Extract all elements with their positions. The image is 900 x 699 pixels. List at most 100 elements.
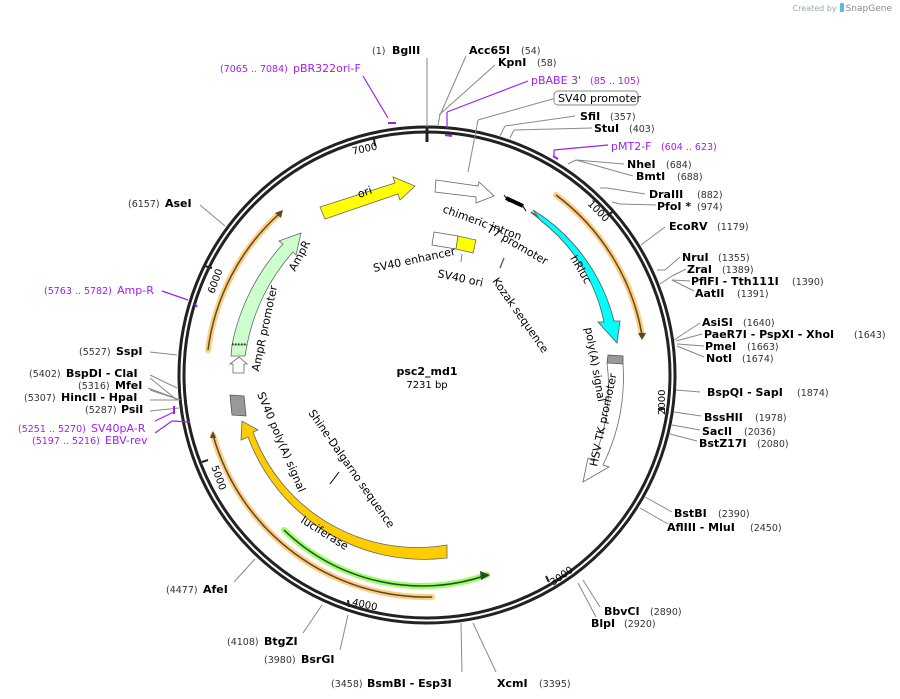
enzyme-nhei[interactable]: NheI (684) [627,158,692,171]
enzyme-bbvci[interactable]: BbvCI (2890) [604,605,682,618]
svg-text:(2390): (2390) [718,509,750,520]
enzyme-bspdi-clai[interactable]: (5402) BspDI - ClaI [29,367,138,380]
svg-text:AsiSI: AsiSI [702,316,733,329]
svg-text:(1179): (1179) [717,222,749,233]
enzyme-sspi[interactable]: (5527) SspI [79,345,142,358]
enzyme-asei[interactable]: (6157) AseI [128,197,192,210]
feature-sv40-polya-box[interactable] [229,394,247,417]
enzyme-bsmbi-esp3i[interactable]: (3458) BsmBI - Esp3I [331,677,452,690]
tick-4000: 4000 [351,597,378,613]
kozak-label: Kozak sequence [490,275,552,355]
sv40-promoter-box[interactable] [553,90,639,106]
enzyme-xcmi[interactable]: XcmI (3395) [497,677,571,690]
enzyme-bsrgi[interactable]: (3980) BsrGI [264,653,334,666]
svg-text:BmtI: BmtI [636,170,665,183]
svg-text:PsiI: PsiI [121,403,143,416]
svg-text:(1640): (1640) [743,318,775,329]
enzyme-bstz17i[interactable]: BstZ17I (2080) [699,437,789,450]
svg-text:BlpI: BlpI [591,617,615,630]
primer-sv40pa-r[interactable]: (5251 .. 5270) SV40pA-R [18,422,146,435]
svg-text:pBR322ori-F: pBR322ori-F [293,62,361,75]
svg-text:(2080): (2080) [757,439,789,450]
svg-text:BtgZI: BtgZI [264,635,298,648]
svg-text:(5251 .. 5270): (5251 .. 5270) [18,424,86,435]
enzyme-bsshii[interactable]: BssHII (1978) [704,411,787,424]
svg-text:NotI: NotI [706,352,732,365]
enzyme-bstbi[interactable]: BstBI (2390) [674,507,750,520]
primer-amp-r[interactable]: (5763 .. 5782) Amp-R [44,284,154,297]
svg-text:AatII: AatII [695,287,724,300]
enzyme-noti[interactable]: NotI (1674) [706,352,774,365]
shine-dalgarno-mark [329,471,340,485]
enzyme-asisi[interactable]: AsiSI (1640) [702,316,775,329]
sv40-ori-lead [460,253,463,263]
enzyme-kpni[interactable]: KpnI (58) [498,56,557,69]
svg-text:(1978): (1978) [755,413,787,424]
enzyme-bmti[interactable]: BmtI (688) [636,170,703,183]
orf-arcs [205,192,646,601]
enzyme-aatii[interactable]: AatII (1391) [695,287,769,300]
svg-text:(6157): (6157) [128,199,160,210]
svg-text:(1663): (1663) [747,342,779,353]
tick-2000: 2000 [657,390,668,415]
enzyme-psii[interactable]: (5287) PsiI [85,403,143,416]
enzyme-pflfi-tth111i[interactable]: PflFI - Tth111I (1390) [691,275,824,288]
enzyme-mfei[interactable]: (5316) MfeI [78,379,142,392]
feature-hrluc[interactable]: hRluc [532,209,621,344]
svg-text:PaeR7I - PspXI - XhoI: PaeR7I - PspXI - XhoI [704,328,834,341]
enzyme-bglii[interactable]: (1) BglII [372,44,420,57]
enzyme-hincii-hpai[interactable]: (5307) HincII - HpaI [24,391,137,404]
enzyme-pfoi[interactable]: PfoI * (974) [657,200,723,213]
primer-pmt2-f[interactable]: pMT2-F (604 .. 623) [611,140,717,153]
primer-pbabe-3[interactable]: pBABE 3' (85 .. 105) [531,74,640,87]
enzyme-bspqi-sapi[interactable]: BspQI - SapI (1874) [707,386,829,399]
svg-text:BsmBI - Esp3I: BsmBI - Esp3I [367,677,452,690]
primer-ebv-rev[interactable]: (5197 .. 5216) EBV-rev [32,434,148,447]
svg-text:BstZ17I: BstZ17I [699,437,747,450]
feature-polya-signal[interactable] [606,354,624,365]
enzyme-labels: (1) BglII Acc65I (54) KpnI (58) SfiI (357) S… [24,44,886,690]
svg-text:(3458): (3458) [331,679,363,690]
enzyme-sacii[interactable]: SacII (2036) [702,425,776,438]
feature-ori[interactable]: ori [319,176,416,220]
enzyme-blpi[interactable]: BlpI (2920) [591,617,656,630]
svg-text:NheI: NheI [627,158,656,171]
feature-luciferase[interactable]: luciferase [240,419,448,573]
feature-sv40-ori[interactable] [455,235,477,254]
enzyme-stui[interactable]: StuI (403) [594,122,655,135]
enzyme-pmei[interactable]: PmeI (1663) [705,340,779,353]
svg-text:BssHII: BssHII [704,411,743,424]
enzyme-afei[interactable]: (4477) AfeI [166,583,228,596]
svg-text:SfiI: SfiI [580,110,600,123]
svg-text:NruI: NruI [682,251,709,264]
svg-text:AflIII - MluI: AflIII - MluI [667,521,735,534]
svg-text:StuI: StuI [594,122,619,135]
svg-text:BsrGI: BsrGI [301,653,334,666]
brand-name: SnapGene [845,4,892,14]
enzyme-zrai[interactable]: ZraI (1389) [687,263,754,276]
enzyme-draiii[interactable]: DraIII (882) [649,188,723,201]
enzyme-afliii-mlui[interactable]: AflIII - MluI (2450) [667,521,782,534]
svg-text:(882): (882) [697,190,723,201]
svg-text:(5307): (5307) [24,393,56,404]
svg-text:(357): (357) [610,112,636,123]
svg-text:(4108): (4108) [227,637,259,648]
enzyme-ecorv[interactable]: EcoRV (1179) [669,220,749,233]
enzyme-acc65i[interactable]: Acc65I (54) [469,44,541,57]
svg-text:(58): (58) [537,58,557,69]
primer-pbr322ori-f[interactable]: (7065 .. 7084) pBR322ori-F [220,62,361,75]
shine-dalgarno-label: Shine-Dalgarno sequence [306,407,398,530]
svg-text:(2890): (2890) [650,607,682,618]
svg-text:(1643): (1643) [854,330,886,341]
enzyme-nrui[interactable]: NruI (1355) [682,251,750,264]
sv40-polya-label: SV40 poly(A) signal [254,390,308,494]
svg-text:(2036): (2036) [744,427,776,438]
enzyme-paer7i-pspxi-xhoi[interactable]: PaeR7I - PspXI - XhoI (1643) [704,328,886,341]
enzyme-btgzi[interactable]: (4108) BtgZI [227,635,298,648]
enzyme-sfii[interactable]: SfiI (357) [580,110,636,123]
kozak-mark [499,257,505,269]
tick-7000: 7000 [351,142,378,158]
svg-text:(1389): (1389) [722,265,754,276]
svg-text:AfeI: AfeI [203,583,228,596]
